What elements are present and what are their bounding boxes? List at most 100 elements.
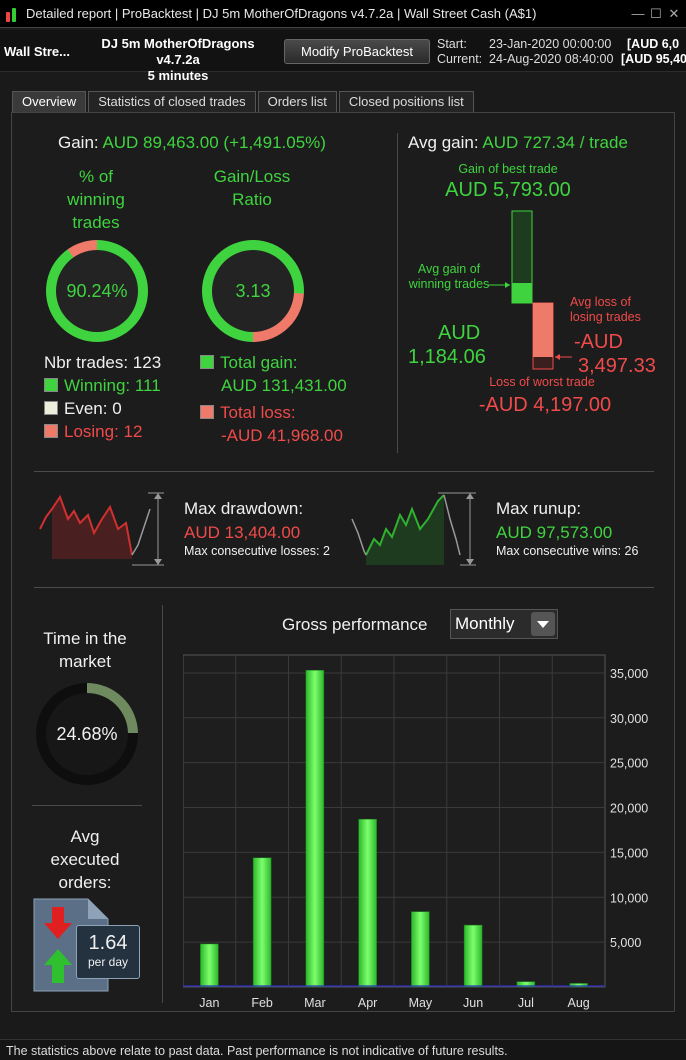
avg-win-value: AUD 1,184.06 (408, 322, 486, 368)
avg-orders-unit: per day (87, 955, 129, 969)
disclaimer-footer: The statistics above relate to past data… (0, 1039, 686, 1060)
consecutive-losses: Max consecutive losses: 2 (184, 544, 330, 558)
x-tick-label: Mar (304, 996, 326, 1010)
drawdown-down-arrowhead (154, 559, 162, 565)
avg-gain-line: Avg gain: AUD 727.34 / trade (408, 133, 628, 152)
avg-loss-arrowhead (555, 354, 560, 360)
close-button[interactable]: ✕ (668, 6, 680, 21)
runup-tail-line (443, 494, 461, 556)
vertical-divider-2 (162, 605, 163, 1003)
avg-win-bar (512, 283, 532, 303)
x-tick-label: May (409, 996, 433, 1010)
winning-legend-square (44, 378, 58, 392)
maximize-button[interactable]: ☐ (650, 6, 662, 21)
totals: Total gain: AUD 131,431.00 Total loss: -… (200, 351, 347, 447)
tab-overview[interactable]: Overview (12, 91, 87, 113)
modify-probacktest-button[interactable]: Modify ProBacktest (284, 39, 430, 64)
winning-trades-donut: 90.24% (46, 240, 148, 342)
x-tick-label: Jul (518, 996, 534, 1010)
avg-win-label: Avg gain of winning trades (408, 262, 490, 291)
time-in-market-donut: 24.68% (36, 683, 138, 785)
window-title-bar: Detailed report | ProBacktest | DJ 5m Mo… (0, 0, 686, 28)
tab-orders-list[interactable]: Orders list (257, 91, 337, 112)
x-tick-label: Feb (251, 996, 273, 1010)
gain-line: Gain: AUD 89,463.00 (+1,491.05%) (58, 133, 326, 152)
minimize-button[interactable]: — (631, 6, 645, 21)
strategy-info: DJ 5m MotherOfDragons v4.7.2a 5 minutes (78, 36, 278, 84)
even-count: Even: 0 (64, 399, 122, 418)
drawdown-graph-icon (39, 492, 164, 566)
divider-2 (34, 587, 654, 588)
nbr-trades: Nbr trades: 123 (44, 353, 162, 372)
overview-panel: Gain: AUD 89,463.00 (+1,491.05%) % of wi… (11, 112, 675, 1012)
instrument-name: Wall Stre... (4, 44, 70, 59)
backtest-dates: Start: 23-Jan-2020 00:00:00 [AUD 6,0 Curre… (437, 37, 686, 66)
bar-apr (358, 818, 377, 988)
time-in-market-value: 24.68% (46, 693, 128, 775)
y-tick-label: 10,000 (610, 891, 648, 905)
total-loss-value: -AUD 41,968.00 (221, 426, 343, 445)
total-loss-legend-square (200, 405, 214, 419)
sell-arrow-icon (44, 907, 72, 939)
avg-executed-orders-label: Avg executed orders: (50, 827, 120, 892)
x-tick-label: Apr (358, 996, 377, 1010)
losing-count: Losing: 12 (64, 422, 143, 441)
y-tick-label: 5,000 (610, 936, 641, 950)
y-tick-label: 35,000 (610, 667, 648, 681)
runup-value: AUD 97,573.00 (496, 523, 613, 542)
gain-loss-donut: 3.13 (202, 240, 304, 342)
bar-mar (305, 670, 325, 988)
bar-may (411, 911, 430, 988)
avg-loss-label: Avg loss of losing trades (570, 295, 641, 324)
winning-pct-value: 90.24% (56, 250, 138, 332)
y-tick-label: 20,000 (610, 802, 648, 816)
buy-arrow-icon (44, 949, 72, 983)
runup-graph-icon (351, 492, 476, 566)
divider-1 (34, 471, 654, 472)
period-selected: Monthly (455, 614, 515, 633)
bar-jul (516, 981, 536, 988)
x-tick-label: Jan (199, 996, 219, 1010)
best-trade-value: AUD 5,793.00 (445, 179, 571, 201)
total-gain-value: AUD 131,431.00 (221, 376, 347, 395)
runup-down-arrowhead (466, 559, 474, 565)
avg-gain-value: AUD 727.34 / trade (482, 133, 628, 152)
best-trade-label: Gain of best trade (458, 162, 558, 176)
strategy-name: DJ 5m MotherOfDragons v4.7.2a (101, 36, 255, 67)
window-title: Detailed report | ProBacktest | DJ 5m Mo… (26, 6, 537, 21)
chevron-down-icon[interactable] (531, 612, 555, 636)
runup-line (365, 494, 445, 556)
y-tick-label: 15,000 (610, 846, 648, 860)
x-tick-label: Jun (463, 996, 483, 1010)
y-tick-label: 30,000 (610, 712, 648, 726)
gross-performance-label: Gross performance (282, 615, 428, 634)
timeframe: 5 minutes (147, 68, 209, 83)
drawdown-label: Max drawdown: (184, 499, 304, 518)
even-legend-square (44, 401, 58, 415)
period-dropdown[interactable]: Monthly (450, 609, 558, 639)
trade-counts: Nbr trades: 123 Winning: 111 Even: 0 Los… (44, 351, 161, 443)
avg-loss-bar (533, 303, 553, 357)
tab-statistics[interactable]: Statistics of closed trades (88, 91, 256, 112)
gross-performance-chart: 5,000 10,000 15,000 20,000 25,000 30,000 35,00… (183, 654, 648, 1010)
consecutive-wins: Max consecutive wins: 26 (496, 544, 639, 558)
bar-jan (200, 943, 219, 988)
time-in-market-label: Time in the market (43, 629, 127, 671)
avg-orders-value: 1.64 (88, 932, 128, 954)
document-page-fold (88, 899, 108, 919)
total-gain-legend-square (200, 355, 214, 369)
avg-win-arrowhead (505, 282, 510, 288)
report-header: Wall Stre... DJ 5m MotherOfDragons v4.7.… (0, 30, 686, 83)
worst-trade-label: Loss of worst trade (489, 375, 595, 389)
tab-closed-positions[interactable]: Closed positions list (338, 91, 474, 112)
x-tick-label: Aug (568, 996, 590, 1010)
avg-orders-badge: 1.64 per day (76, 925, 140, 979)
drawdown-line (39, 494, 133, 556)
avg-loss-value: -AUD 3,497.33 (574, 331, 656, 377)
ratio-value: 3.13 (212, 250, 294, 332)
losing-legend-square (44, 424, 58, 438)
bar-jun (463, 924, 483, 988)
report-tabs: Overview Statistics of closed trades Ord… (12, 91, 476, 113)
drawdown-tail-line (131, 508, 151, 556)
runup-fill (366, 495, 444, 565)
